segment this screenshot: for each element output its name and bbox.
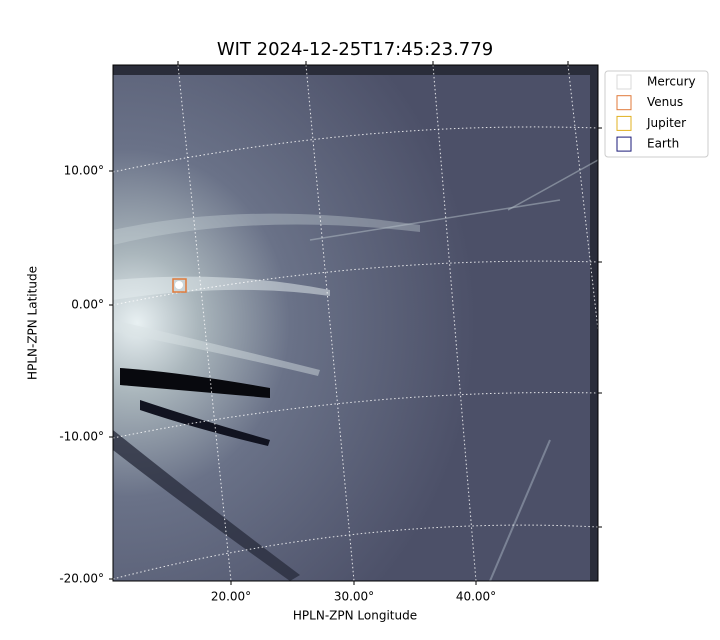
title: WIT 2024-12-25T17:45:23.779 bbox=[217, 39, 493, 60]
x-tick-label: 40.00° bbox=[456, 590, 496, 604]
x-tick-label: 30.00° bbox=[334, 590, 374, 604]
venus-marker bbox=[172, 278, 187, 293]
y-tick-label: -20.00° bbox=[59, 572, 104, 586]
legend-label: Earth bbox=[647, 137, 679, 151]
legend-swatch bbox=[616, 136, 632, 152]
x-axis-label: HPLN-ZPN Longitude bbox=[293, 609, 417, 623]
legend-swatch bbox=[616, 115, 632, 131]
legend-swatch bbox=[616, 95, 632, 111]
venus-disk bbox=[175, 281, 183, 289]
legend-label: Jupiter bbox=[646, 116, 686, 130]
y-tick-label: 0.00° bbox=[71, 298, 104, 312]
legend-swatch bbox=[616, 74, 632, 90]
legend-label: Mercury bbox=[647, 75, 696, 89]
legend bbox=[604, 70, 709, 158]
y-tick-label: -10.00° bbox=[59, 430, 104, 444]
legend-label: Venus bbox=[647, 95, 683, 109]
y-tick-label: 10.00° bbox=[64, 164, 104, 178]
x-tick-label: 20.00° bbox=[211, 590, 251, 604]
axes-frame bbox=[112, 64, 599, 582]
image bbox=[113, 65, 598, 581]
y-axis-label: HPLN-ZPN Latitude bbox=[26, 266, 40, 380]
